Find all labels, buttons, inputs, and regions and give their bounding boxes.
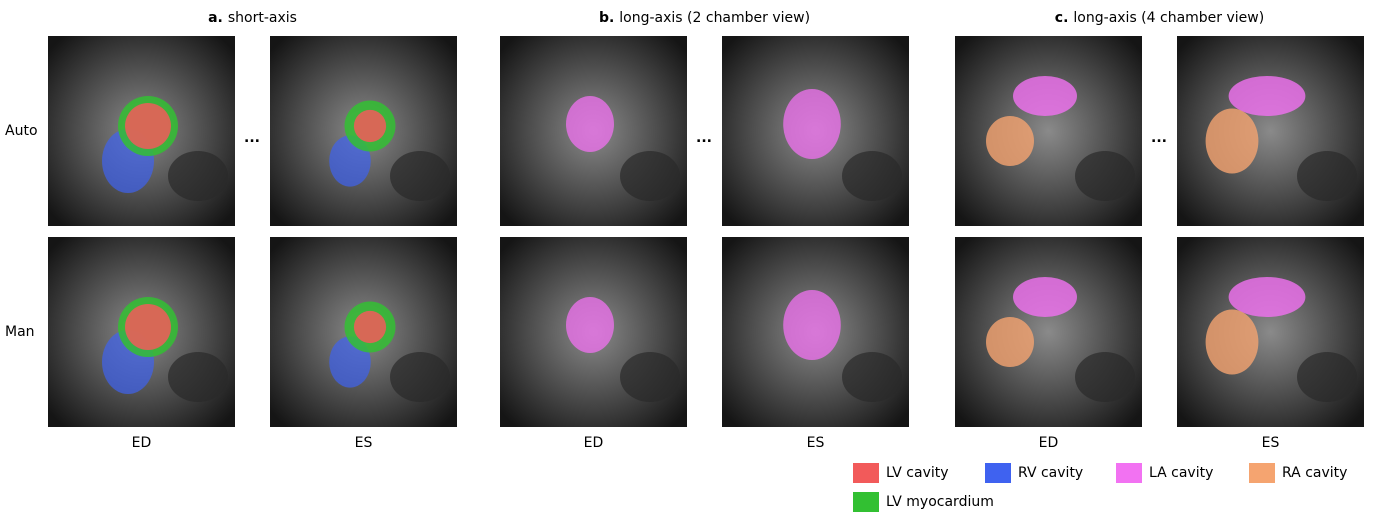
lv-cavity	[354, 110, 386, 142]
anatomy	[1297, 352, 1357, 402]
mri-image	[48, 237, 235, 427]
mri-image	[722, 36, 909, 226]
mri-image	[955, 237, 1142, 427]
column-label: ES	[807, 435, 825, 451]
separator: ...	[1151, 130, 1167, 146]
mri-image	[270, 36, 457, 226]
legend-label: LV cavity	[886, 465, 949, 481]
anatomy	[1297, 151, 1357, 201]
legend-label: LA cavity	[1149, 465, 1213, 481]
la-cavity	[1013, 76, 1077, 116]
anatomy	[168, 151, 228, 201]
panel-title: b. long-axis (2 chamber view)	[599, 10, 810, 26]
ra-cavity	[986, 317, 1034, 367]
anatomy	[842, 352, 902, 402]
lv-cavity	[125, 304, 171, 350]
anatomy	[842, 151, 902, 201]
la-cavity	[1013, 277, 1077, 317]
anatomy	[1075, 352, 1135, 402]
legend-swatch	[1116, 463, 1142, 483]
panel-title-text: long-axis (2 chamber view)	[619, 10, 810, 26]
mri-image	[1177, 36, 1364, 226]
row-label: Auto	[5, 123, 38, 139]
anatomy	[390, 352, 450, 402]
la-cavity	[783, 290, 841, 360]
legend-label: LV myocardium	[886, 494, 994, 510]
anatomy	[390, 151, 450, 201]
column-label: ED	[132, 435, 152, 451]
lv-cavity	[125, 103, 171, 149]
anatomy	[168, 352, 228, 402]
column-label: ES	[1262, 435, 1280, 451]
ra-cavity	[1206, 310, 1259, 375]
mri-image	[500, 36, 687, 226]
separator: ...	[244, 130, 260, 146]
la-cavity	[566, 96, 614, 152]
la-cavity	[566, 297, 614, 353]
legend-label: RV cavity	[1018, 465, 1083, 481]
mri-image	[955, 36, 1142, 226]
legend-swatch	[1249, 463, 1275, 483]
la-cavity	[1229, 76, 1306, 116]
mri-image	[1177, 237, 1364, 427]
figure: a. short-axis ED... ES b. long-axis (2 chambe…	[0, 0, 1379, 513]
mri-image	[270, 237, 457, 427]
row-label: Man	[5, 324, 35, 340]
panel-label: b.	[599, 10, 614, 26]
panel-title: a. short-axis	[208, 10, 297, 26]
legend-label: RA cavity	[1282, 465, 1347, 481]
anatomy	[620, 151, 680, 201]
ra-cavity	[986, 116, 1034, 166]
panel-title-text: short-axis	[228, 10, 297, 26]
mri-image	[500, 237, 687, 427]
panel-label: a.	[208, 10, 223, 26]
anatomy	[1075, 151, 1135, 201]
separator: ...	[696, 130, 712, 146]
column-label: ED	[584, 435, 604, 451]
la-cavity	[1229, 277, 1306, 317]
ra-cavity	[1206, 109, 1259, 174]
column-label: ED	[1039, 435, 1059, 451]
column-label: ES	[355, 435, 373, 451]
legend-swatch	[985, 463, 1011, 483]
anatomy	[620, 352, 680, 402]
mri-image	[48, 36, 235, 226]
lv-cavity	[354, 311, 386, 343]
panel-title-text: long-axis (4 chamber view)	[1073, 10, 1264, 26]
legend-swatch	[853, 492, 879, 512]
legend-swatch	[853, 463, 879, 483]
la-cavity	[783, 89, 841, 159]
panel-title: c.long-axis (4 chamber view)	[1055, 10, 1264, 26]
mri-image	[722, 237, 909, 427]
panel-label: c.	[1055, 10, 1069, 26]
